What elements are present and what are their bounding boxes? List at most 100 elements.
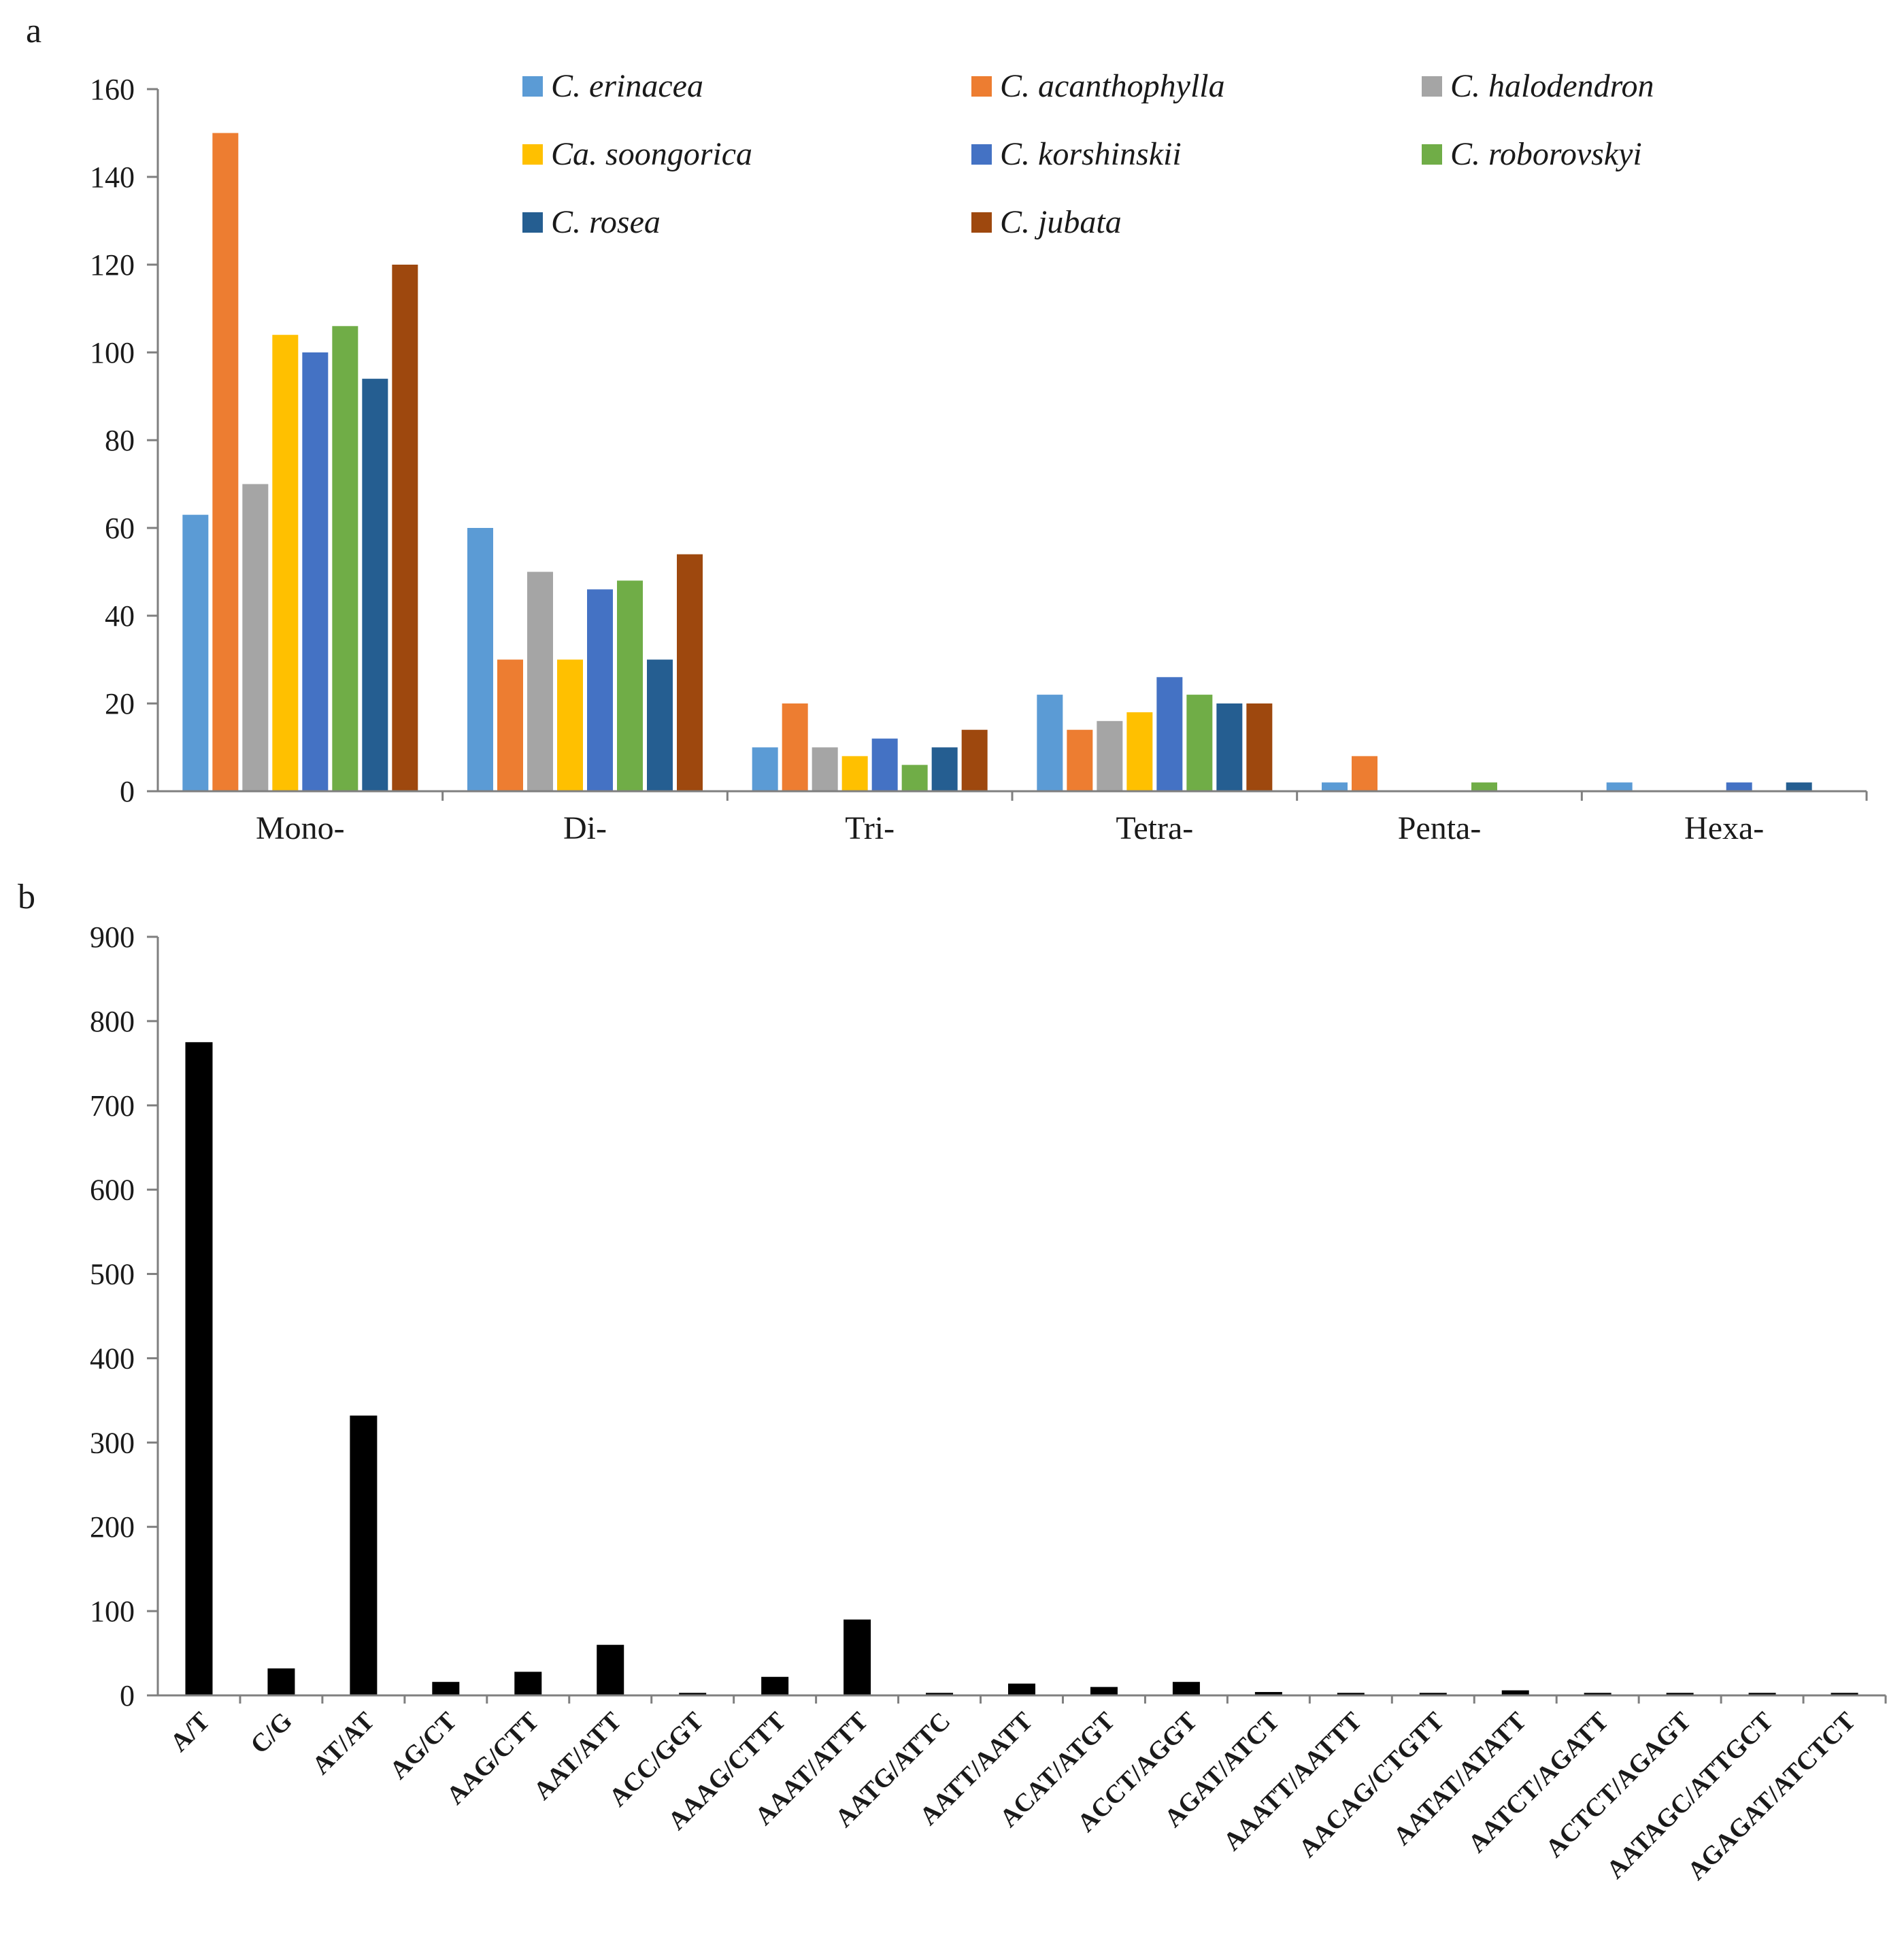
panel-a-label: a <box>26 12 41 50</box>
chart-a-y-tick-40: 40 <box>105 599 135 633</box>
bar-di-ca-soongorica <box>557 659 583 791</box>
bar-tri-c-korshinskii <box>871 738 898 791</box>
bar-aatat-atatt <box>1501 1690 1529 1695</box>
bar-di-c-halodendron <box>527 571 553 791</box>
bar-mono-c-korshinskii <box>302 352 329 791</box>
legend-swatch-c-rosea <box>522 212 543 233</box>
bar-mono-c-halodendron <box>242 484 269 791</box>
bar-tri-c-jubata <box>961 729 988 791</box>
bar-di-c-rosea <box>647 659 673 791</box>
chart-b-y-tick-500: 500 <box>90 1258 135 1291</box>
chart-a-species-ssr-types: 0 20 40 60 80 100 120 140 160 Mono- Di- Tri- Tetra-… <box>90 68 1868 846</box>
bar-mono-c-rosea <box>362 378 388 791</box>
chart-a-y-tick-160: 160 <box>90 73 135 106</box>
bar-ag-ct <box>432 1682 460 1695</box>
legend-swatch-c-roborovskyi <box>1422 144 1442 165</box>
chart-b-bars <box>185 1042 1858 1695</box>
chart-b-y-tick-100: 100 <box>90 1595 135 1628</box>
chart-b-y-tick-700: 700 <box>90 1089 135 1123</box>
chart-b-y-tick-labels: 0 100 200 300 400 500 600 700 800 900 <box>90 920 135 1712</box>
legend-swatch-c-acanthophylla <box>971 76 992 97</box>
bar-di-c-acanthophylla <box>497 659 523 791</box>
bar-aatct-agatt <box>1584 1693 1611 1695</box>
legend-label-c-rosea: C. rosea <box>551 204 661 240</box>
legend-swatch-c-korshinskii <box>971 144 992 165</box>
bar-c-g <box>267 1668 295 1695</box>
chart-b-y-tick-0: 0 <box>120 1679 135 1712</box>
bar-a-t <box>185 1042 213 1695</box>
bar-tri-c-acanthophylla <box>782 703 808 791</box>
bar-tri-c-erinacea <box>752 747 778 791</box>
legend-label-c-erinacea: C. erinacea <box>551 68 703 104</box>
chart-a-y-tick-100: 100 <box>90 336 135 369</box>
legend-swatch-c-jubata <box>971 212 992 233</box>
legend-label-c-acanthophylla: C. acanthophylla <box>1000 68 1225 104</box>
bar-penta-c-roborovskyi <box>1471 782 1497 791</box>
bar-tetra-c-acanthophylla <box>1067 729 1093 791</box>
bar-aatagc-attgct <box>1748 1693 1776 1695</box>
chart-a-y-tick-80: 80 <box>105 424 135 457</box>
legend-label-c-roborovskyi: C. roborovskyi <box>1450 136 1642 172</box>
bar-actct-agagt <box>1666 1693 1694 1695</box>
chart-a-y-tick-20: 20 <box>105 687 135 720</box>
bar-hexa-c-rosea <box>1786 782 1812 791</box>
bar-aaat-attt <box>844 1619 871 1695</box>
chart-a-x-category-labels: Mono- Di- Tri- Tetra- Penta- Hexa- <box>256 810 1764 846</box>
chart-a-y-tick-140: 140 <box>90 161 135 194</box>
bar-penta-c-erinacea <box>1322 782 1348 791</box>
bar-acct-aggt <box>1172 1682 1200 1695</box>
bar-mono-c-jubata <box>392 265 418 791</box>
bar-hexa-c-erinacea <box>1606 782 1633 791</box>
bar-at-at <box>350 1415 378 1695</box>
bar-tetra-c-jubata <box>1246 703 1273 791</box>
chart-a-y-tick-60: 60 <box>105 512 135 545</box>
chart-a-x-label-hexa: Hexa- <box>1684 810 1764 846</box>
bar-tri-ca-soongorica <box>841 756 868 791</box>
chart-a-y-tick-labels: 0 20 40 60 80 100 120 140 160 <box>90 73 135 808</box>
bar-tri-c-rosea <box>931 747 958 791</box>
bar-di-c-roborovskyi <box>617 580 643 791</box>
chart-a-legend: C. erinacea C. acanthophylla C. halodendro… <box>522 68 1654 240</box>
legend-label-ca-soongorica: Ca. soongorica <box>551 136 752 172</box>
chart-b-y-tick-900: 900 <box>90 920 135 954</box>
bar-agagat-atctct <box>1831 1693 1858 1695</box>
bar-penta-c-acanthophylla <box>1352 756 1377 791</box>
bar-tetra-c-korshinskii <box>1156 677 1183 791</box>
bar-hexa-c-korshinskii <box>1726 782 1752 791</box>
chart-a-x-label-mono: Mono- <box>256 810 345 846</box>
bar-di-c-jubata <box>677 554 703 791</box>
legend-label-c-halodendron: C. halodendron <box>1450 68 1654 104</box>
chart-a-x-label-tri: Tri- <box>845 810 895 846</box>
bar-di-c-korshinskii <box>587 589 613 791</box>
chart-b-y-tick-300: 300 <box>90 1426 135 1459</box>
chart-b-y-tick-400: 400 <box>90 1342 135 1375</box>
legend-swatch-ca-soongorica <box>522 144 543 165</box>
chart-b-y-tick-600: 600 <box>90 1174 135 1207</box>
bar-mono-c-erinacea <box>182 514 209 791</box>
chart-a-x-label-penta: Penta- <box>1398 810 1482 846</box>
legend-swatch-c-halodendron <box>1422 76 1442 97</box>
bar-di-c-erinacea <box>467 528 493 791</box>
bar-tetra-c-rosea <box>1216 703 1243 791</box>
chart-a-y-tick-120: 120 <box>90 248 135 282</box>
bar-tetra-ca-soongorica <box>1126 712 1153 791</box>
legend-label-c-jubata: C. jubata <box>1000 204 1122 240</box>
bar-aacag-ctgtt <box>1419 1693 1447 1695</box>
legend-label-c-korshinskii: C. korshinskii <box>1000 136 1182 172</box>
bar-aag-ctt <box>514 1672 542 1695</box>
legend-swatch-c-erinacea <box>522 76 543 97</box>
chart-a-axes <box>147 88 1868 801</box>
bar-acc-ggt <box>679 1693 707 1695</box>
bar-mono-c-acanthophylla <box>212 133 239 791</box>
bar-aatt-aatt <box>1008 1683 1035 1695</box>
bar-aaag-cttt <box>761 1676 789 1695</box>
bar-tri-c-halodendron <box>812 747 838 791</box>
bar-tetra-c-halodendron <box>1097 720 1123 791</box>
bar-tri-c-roborovskyi <box>901 765 928 791</box>
bar-mono-ca-soongorica <box>272 335 299 791</box>
bar-aaatt-aattt <box>1337 1693 1365 1695</box>
panel-b-label: b <box>18 878 35 916</box>
bar-agat-atct <box>1254 1692 1282 1695</box>
bar-tetra-c-roborovskyi <box>1186 695 1213 791</box>
